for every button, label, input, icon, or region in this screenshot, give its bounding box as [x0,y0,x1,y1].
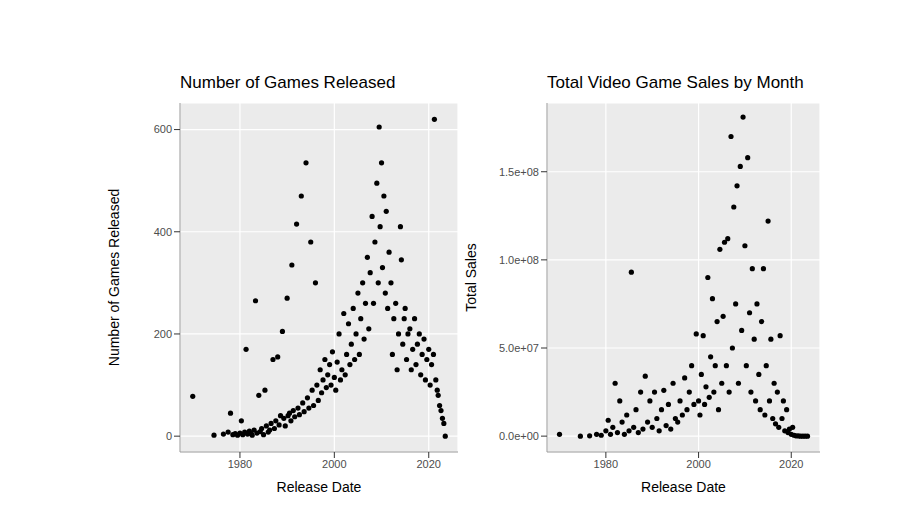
svg-text:Release Date: Release Date [641,479,726,495]
svg-text:Total Sales: Total Sales [463,243,479,311]
svg-text:2000: 2000 [686,458,710,470]
svg-text:600: 600 [154,123,172,135]
svg-text:Release Date: Release Date [277,479,362,495]
svg-text:2000: 2000 [322,458,346,470]
html-text:Total Video Game Sales by Mont: Total Video Game Sales by Month [547,73,804,92]
svg-text:2020: 2020 [416,458,440,470]
svg-text:Number of Games Released: Number of Games Released [106,189,122,366]
svg-text:1.5e+08: 1.5e+08 [499,166,539,178]
svg-text:1.0e+08: 1.0e+08 [499,254,539,266]
svg-text:400: 400 [154,226,172,238]
svg-text:200: 200 [154,328,172,340]
svg-text:2020: 2020 [779,458,803,470]
svg-text:1980: 1980 [228,458,252,470]
svg-text:5.0e+07: 5.0e+07 [499,342,539,354]
svg-text:1980: 1980 [594,458,618,470]
svg-text:0.0e+00: 0.0e+00 [499,430,539,442]
svg-text:0: 0 [166,430,172,442]
html-text:Number of Games Released: Number of Games Released [180,73,396,92]
